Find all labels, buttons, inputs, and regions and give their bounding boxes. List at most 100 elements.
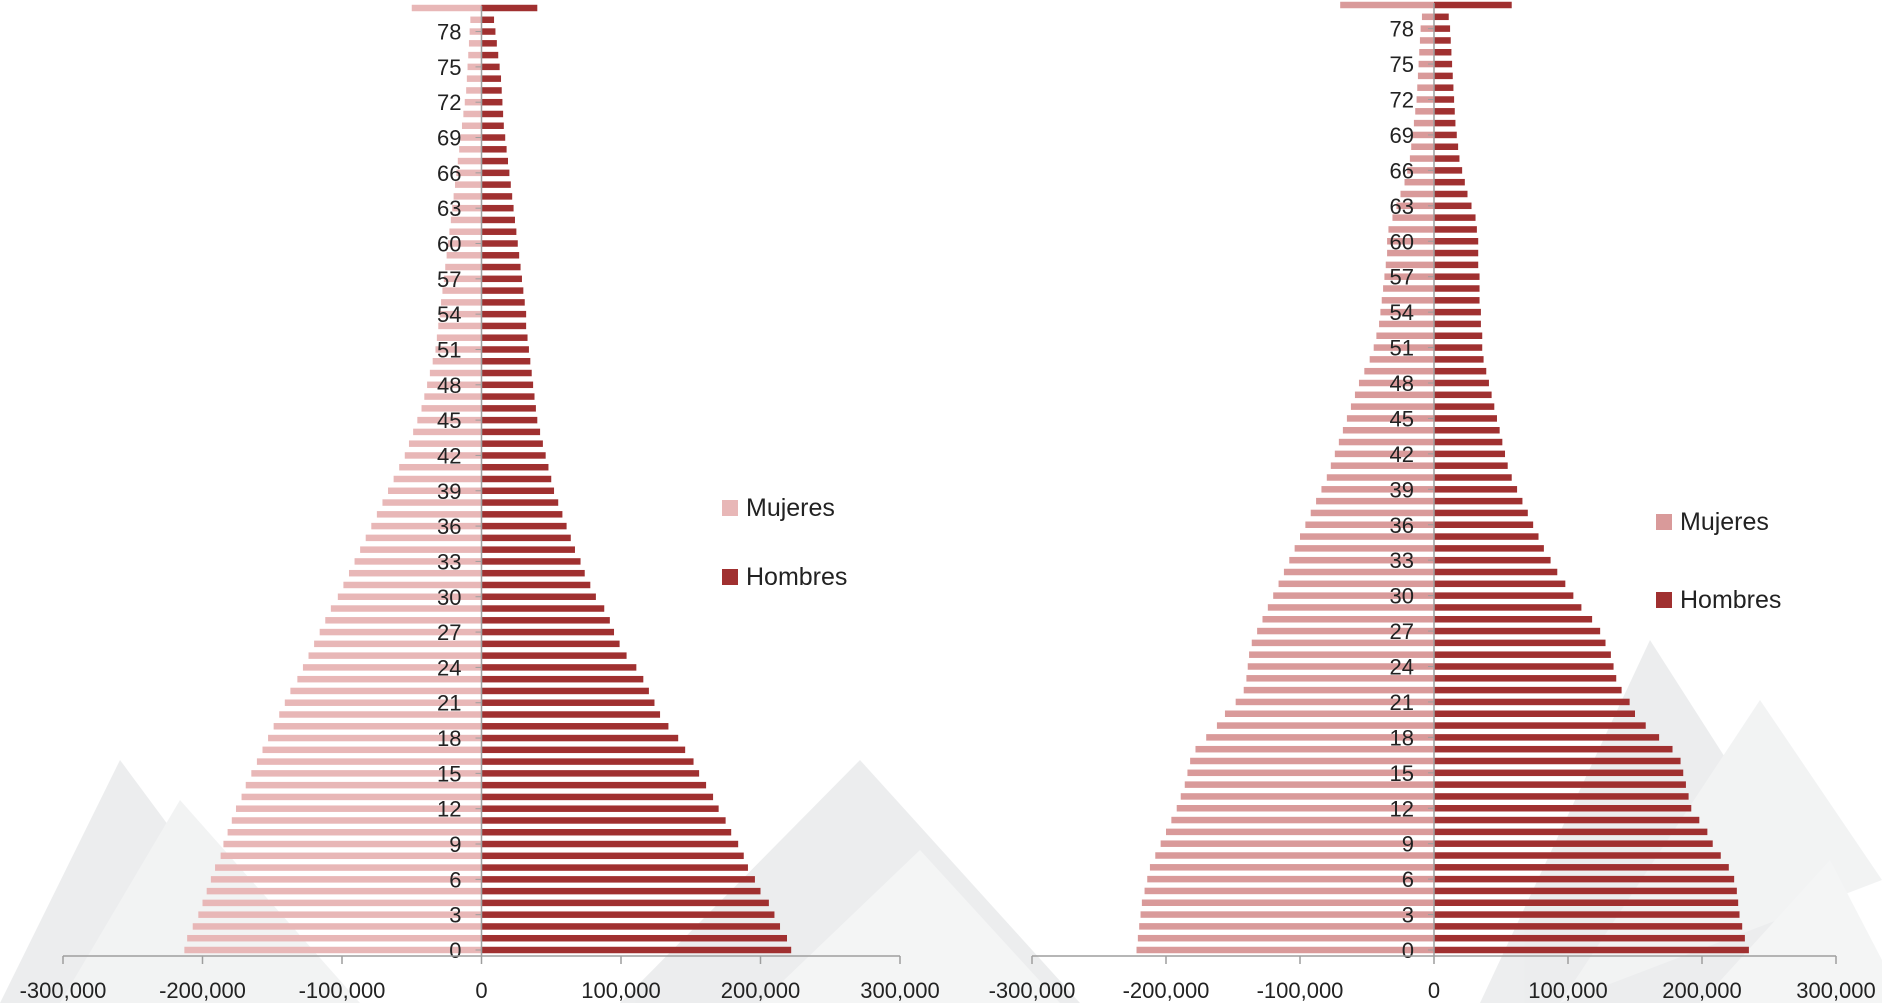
bar-mujeres-39 xyxy=(388,487,482,495)
bar-hombres-50 xyxy=(1434,356,1484,363)
bar-hombres-69 xyxy=(481,134,506,141)
legend-swatch-mujeres xyxy=(722,500,738,516)
y-tick-label: 15 xyxy=(1390,761,1414,786)
bar-mujeres-5 xyxy=(206,887,482,895)
bar-hombres-52 xyxy=(1434,332,1483,339)
bar-hombres-37 xyxy=(1434,509,1528,517)
bar-mujeres-4 xyxy=(1141,899,1434,906)
y-tick-label: 9 xyxy=(449,832,461,857)
bar-mujeres-58 xyxy=(1385,261,1434,269)
bar-hombres-44 xyxy=(481,428,541,436)
bar-mujeres-32 xyxy=(348,569,482,577)
bar-mujeres-55 xyxy=(441,299,482,306)
bar-mujeres-78 xyxy=(1420,25,1434,32)
bar-mujeres-13 xyxy=(241,793,482,801)
bar-hombres-44 xyxy=(1434,427,1500,434)
bar-hombres-16 xyxy=(1434,757,1681,765)
bar-hombres-47 xyxy=(481,393,535,400)
x-tick-label: -100,000 xyxy=(299,978,386,1003)
bar-hombres-40 xyxy=(1434,474,1512,481)
bar-hombres-2 xyxy=(1434,923,1743,930)
bar-hombres-80 xyxy=(1434,1,1512,9)
bar-hombres-7 xyxy=(1434,864,1729,871)
bar-mujeres-46 xyxy=(1350,403,1434,410)
bar-hombres-48 xyxy=(1434,379,1489,387)
bar-hombres-2 xyxy=(481,923,781,930)
bar-mujeres-43 xyxy=(1338,438,1434,446)
bar-mujeres-44 xyxy=(413,428,482,436)
bar-hombres-63 xyxy=(1434,202,1472,210)
x-tick-label: 300,000 xyxy=(860,978,940,1003)
bar-mujeres-80 xyxy=(411,4,482,12)
bar-mujeres-68 xyxy=(459,146,482,153)
bar-hombres-53 xyxy=(1434,320,1481,328)
bar-mujeres-51 xyxy=(1373,344,1434,351)
legend-swatch-hombres xyxy=(722,569,738,585)
legend-label-hombres: Hombres xyxy=(746,563,847,591)
bar-hombres-28 xyxy=(481,617,610,624)
bar-hombres-79 xyxy=(481,16,495,24)
y-tick-label: 21 xyxy=(437,691,461,716)
bar-mujeres-37 xyxy=(1310,509,1434,517)
bar-hombres-45 xyxy=(481,416,538,424)
bar-hombres-47 xyxy=(1434,391,1492,399)
x-tick-label: -300,000 xyxy=(989,978,1076,1003)
bar-mujeres-63 xyxy=(452,204,482,212)
bar-hombres-21 xyxy=(1434,698,1630,706)
bar-mujeres-54 xyxy=(439,310,482,318)
bar-mujeres-49 xyxy=(1364,367,1434,375)
bar-mujeres-64 xyxy=(1400,190,1434,198)
bar-hombres-18 xyxy=(1434,734,1660,741)
y-tick-label: 12 xyxy=(437,797,461,822)
bar-hombres-71 xyxy=(481,110,504,118)
y-tick-label: 72 xyxy=(1390,88,1414,113)
bar-hombres-21 xyxy=(481,699,655,706)
bar-mujeres-63 xyxy=(1396,202,1434,210)
bar-hombres-22 xyxy=(1434,686,1622,694)
y-tick-label: 30 xyxy=(437,585,461,610)
bar-hombres-67 xyxy=(1434,155,1460,162)
bar-hombres-52 xyxy=(481,334,528,341)
bar-hombres-34 xyxy=(481,546,575,553)
y-tick-label: 27 xyxy=(1390,619,1414,644)
y-tick-label: 24 xyxy=(1390,655,1414,680)
bar-mujeres-34 xyxy=(360,546,482,553)
bar-hombres-12 xyxy=(1434,805,1692,812)
bar-hombres-72 xyxy=(481,98,503,106)
bar-mujeres-67 xyxy=(457,157,482,165)
bar-hombres-0 xyxy=(1434,946,1749,954)
bar-hombres-9 xyxy=(481,840,739,848)
bar-mujeres-74 xyxy=(466,75,482,82)
bar-hombres-27 xyxy=(481,628,615,636)
bar-hombres-38 xyxy=(481,499,559,506)
bar-mujeres-11 xyxy=(231,817,482,824)
bar-hombres-57 xyxy=(481,275,522,283)
y-tick-label: 48 xyxy=(1390,371,1414,396)
legend-label-mujeres: Mujeres xyxy=(746,494,835,522)
bar-hombres-8 xyxy=(1434,852,1721,859)
bar-mujeres-21 xyxy=(1235,698,1434,706)
bar-mujeres-0 xyxy=(1136,946,1434,954)
y-tick-label: 60 xyxy=(1390,229,1414,254)
bar-mujeres-69 xyxy=(460,134,482,141)
bar-mujeres-54 xyxy=(1380,308,1434,316)
bar-mujeres-13 xyxy=(1180,793,1434,800)
legend-label-mujeres: Mujeres xyxy=(1680,508,1769,536)
y-tick-label: 72 xyxy=(437,90,461,115)
bar-mujeres-25 xyxy=(308,652,482,659)
bar-mujeres-14 xyxy=(245,781,482,789)
bar-mujeres-31 xyxy=(343,581,482,589)
y-tick-label: 39 xyxy=(1390,477,1414,502)
bar-hombres-63 xyxy=(481,204,514,212)
bar-mujeres-36 xyxy=(371,522,482,530)
bar-mujeres-77 xyxy=(468,40,482,47)
bar-mujeres-16 xyxy=(256,758,482,765)
bar-mujeres-27 xyxy=(319,628,482,636)
bar-hombres-49 xyxy=(1434,367,1487,375)
bar-mujeres-5 xyxy=(1144,887,1434,895)
y-tick-label: 57 xyxy=(437,267,461,292)
bar-mujeres-7 xyxy=(215,864,482,871)
x-tick-label: -200,000 xyxy=(1123,978,1210,1003)
bar-hombres-80 xyxy=(481,4,538,12)
bar-hombres-33 xyxy=(1434,556,1551,564)
